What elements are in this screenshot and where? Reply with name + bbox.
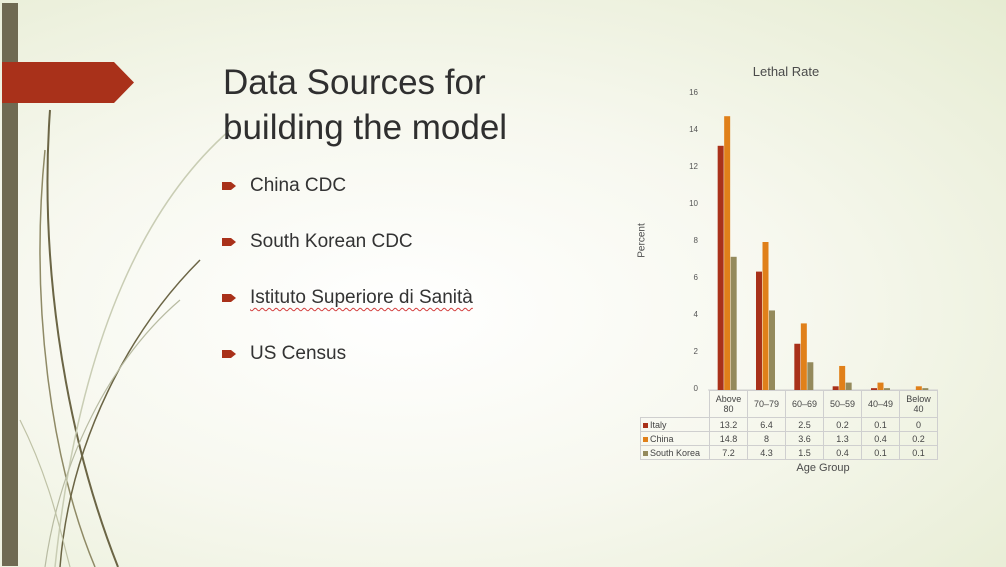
series-legend-china: China xyxy=(640,431,710,446)
series-legend-south-korea: South Korea xyxy=(640,445,710,460)
table-cell: 1.5 xyxy=(785,445,824,460)
bar-china-2 xyxy=(800,323,807,390)
category-label: 40–49 xyxy=(861,390,900,418)
bullet-item: China CDC xyxy=(222,172,473,228)
series-name: Italy xyxy=(650,419,667,430)
chart-data-table: Above 80 70–79 60–69 50–59 40–49 Below 4… xyxy=(640,390,938,460)
bar-south-korea-5 xyxy=(922,388,929,390)
y-tick-label: 4 xyxy=(693,310,698,319)
bar-china-5 xyxy=(915,386,922,390)
category-label: Below 40 xyxy=(899,390,938,418)
table-cell: 0.4 xyxy=(823,445,862,460)
table-cell: 4.3 xyxy=(747,445,786,460)
bullet-item: US Census xyxy=(222,340,473,396)
bullet-item: Istituto Superiore di Sanità xyxy=(222,284,473,340)
legend-swatch xyxy=(643,436,648,442)
bar-south-korea-1 xyxy=(769,310,775,390)
table-cell: 0.1 xyxy=(861,445,900,460)
data-table-header-row: Above 80 70–79 60–69 50–59 40–49 Below 4… xyxy=(641,390,938,418)
chart-title: Lethal Rate xyxy=(752,64,820,79)
legend-swatch xyxy=(643,450,648,456)
legend-swatch xyxy=(643,422,648,428)
table-cell: 2.5 xyxy=(785,417,824,432)
table-cell: 0.1 xyxy=(861,417,900,432)
bar-south-korea-3 xyxy=(845,382,852,390)
table-cell: 0.2 xyxy=(823,417,862,432)
bullet-item: South Korean CDC xyxy=(222,228,473,284)
bar-italy-1 xyxy=(756,271,762,390)
data-table-row: South Korea 7.2 4.3 1.5 0.4 0.1 0.1 xyxy=(640,445,938,460)
y-tick-label: 14 xyxy=(689,125,698,134)
table-cell: 0.4 xyxy=(861,431,900,446)
bar-china-3 xyxy=(839,365,846,390)
y-tick-label: 0 xyxy=(693,384,698,393)
bullet-arrow-icon xyxy=(222,294,236,302)
category-label: 70–79 xyxy=(747,390,786,418)
bar-italy-4 xyxy=(871,388,877,390)
y-tick-label: 12 xyxy=(689,162,698,171)
series-name: South Korea xyxy=(650,447,701,458)
bullet-text: South Korean CDC xyxy=(250,231,413,252)
bullet-list: China CDC South Korean CDC Istituto Supe… xyxy=(222,172,473,396)
bar-italy-2 xyxy=(794,343,801,390)
bar-italy-3 xyxy=(832,386,839,390)
bullet-arrow-icon xyxy=(222,350,236,358)
bar-china-0 xyxy=(724,116,731,390)
category-label: Above 80 xyxy=(709,390,748,418)
table-cell: 7.2 xyxy=(709,445,748,460)
bar-china-4 xyxy=(877,382,884,390)
y-tick-label: 10 xyxy=(689,199,698,208)
bullet-arrow-icon xyxy=(222,238,236,246)
data-table-row: Italy 13.2 6.4 2.5 0.2 0.1 0 xyxy=(640,417,938,432)
table-cell: 0.2 xyxy=(899,431,938,446)
bullet-text: China CDC xyxy=(250,175,347,196)
table-cell: 13.2 xyxy=(709,417,748,432)
table-cell: 0 xyxy=(899,417,938,432)
category-label: 50–59 xyxy=(823,390,862,418)
table-cell: 8 xyxy=(747,431,786,446)
slide-title: Data Sources for building the model xyxy=(223,63,508,147)
table-cell: 1.3 xyxy=(823,431,862,446)
y-tick-label: 2 xyxy=(693,347,698,356)
bar-south-korea-2 xyxy=(807,362,814,390)
y-tick-label: 16 xyxy=(689,88,698,97)
bar-italy-0 xyxy=(717,145,724,390)
decorative-grass-lines xyxy=(19,109,231,567)
category-label: 60–69 xyxy=(785,390,824,418)
bar-china-1 xyxy=(762,242,769,390)
table-cell: 14.8 xyxy=(709,431,748,446)
series-legend-italy: Italy xyxy=(640,417,710,432)
data-table-row: China 14.8 8 3.6 1.3 0.4 0.2 xyxy=(640,431,938,446)
bar-south-korea-0 xyxy=(730,256,737,390)
bullet-text: US Census xyxy=(250,343,347,364)
bullet-text: Istituto Superiore di Sanità xyxy=(250,287,473,308)
title-arrow-marker xyxy=(2,62,134,103)
table-cell: 3.6 xyxy=(785,431,824,446)
y-tick-label: 6 xyxy=(693,273,698,282)
chart-x-axis-label: Age Group xyxy=(796,462,850,474)
data-table-corner xyxy=(641,391,710,418)
y-tick-label: 8 xyxy=(693,236,698,245)
left-sidebar-bar xyxy=(2,3,18,566)
series-name: China xyxy=(650,433,674,444)
bar-south-korea-4 xyxy=(884,388,890,390)
table-cell: 0.1 xyxy=(899,445,938,460)
bullet-arrow-icon xyxy=(222,182,236,190)
table-cell: 6.4 xyxy=(747,417,786,432)
